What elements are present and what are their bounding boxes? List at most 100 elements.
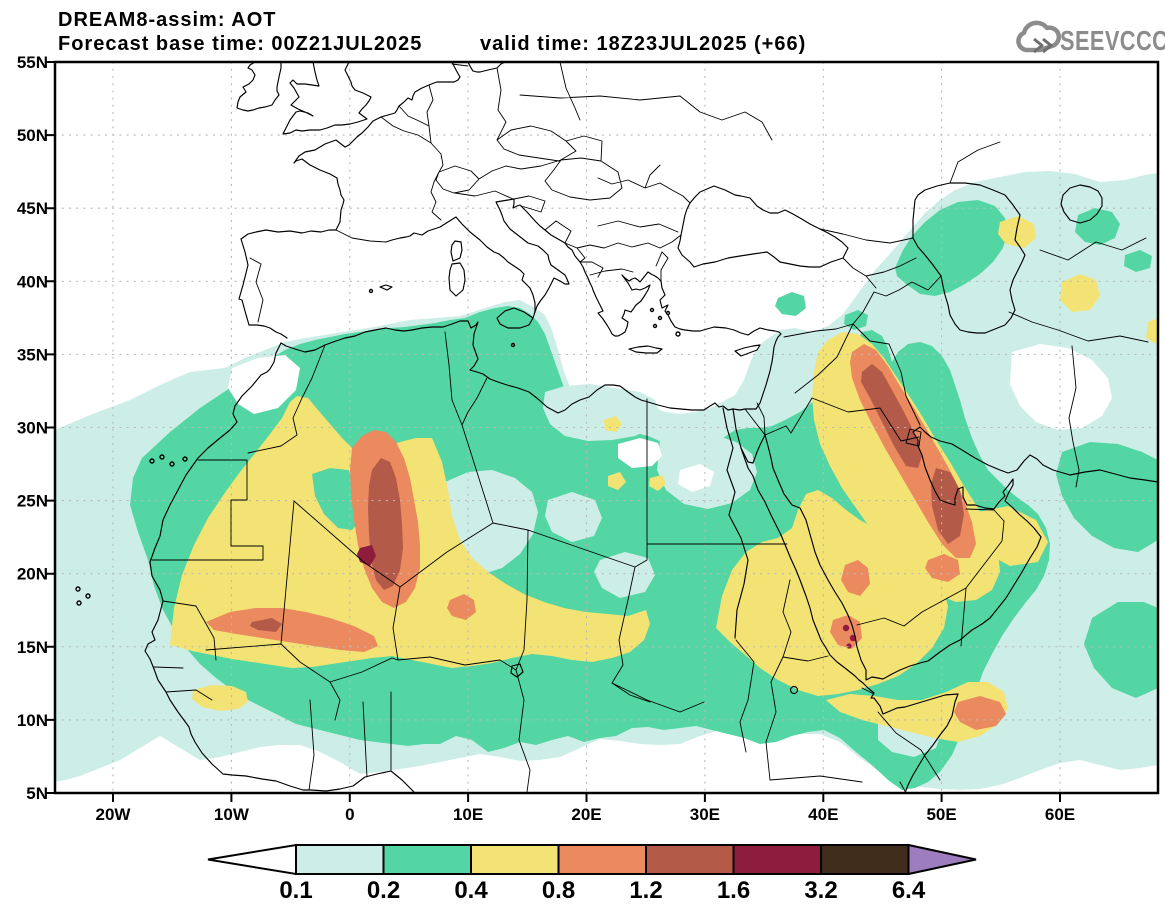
contour-blob (841, 560, 870, 596)
contour-blob (618, 438, 662, 468)
lon-label: 20E (571, 805, 601, 824)
island-dot (149, 458, 155, 464)
contour-blob (678, 464, 714, 492)
colorbar-label: 0.2 (367, 877, 400, 904)
island-dot (159, 454, 165, 460)
lat-label: 20N (17, 565, 48, 584)
contour-blob (1010, 344, 1112, 430)
borders-africa (151, 331, 941, 793)
lat-label: 50N (17, 126, 48, 145)
logo-text: SEEVCCC (1060, 25, 1165, 56)
coastline-med-europe (385, 198, 662, 337)
coastline-black-sea (677, 185, 849, 268)
island-corsica (450, 240, 463, 262)
contour-blob (895, 200, 1008, 296)
lon-label: 30E (690, 805, 720, 824)
lat-axis-labels: 55N 50N 45N 40N 35N 30N 25N 20N 15N 10N … (17, 53, 48, 803)
island-crete (628, 345, 663, 354)
coastlines (75, 62, 1158, 793)
island-sicily (496, 307, 534, 329)
contour-blob (1084, 602, 1158, 698)
colorbar-label: 6.4 (892, 877, 926, 904)
colorbar-label: 1.2 (629, 877, 662, 904)
contour-blob (1124, 250, 1152, 272)
lon-label: 0 (345, 805, 354, 824)
lon-label: 40E (808, 805, 838, 824)
contour-blob (608, 472, 626, 490)
coastline-britain (282, 62, 372, 135)
contour-blob (543, 384, 660, 441)
coastline-baltic (467, 62, 506, 73)
colorbar-above-arrow (907, 843, 977, 876)
island-dot (649, 307, 655, 313)
colorbar-label: 1.6 (717, 877, 750, 904)
forecast-base-time: Forecast base time: 00Z21JUL2025 (58, 33, 422, 55)
small-islands (75, 288, 681, 606)
contour-blob (545, 492, 602, 542)
page-title: DREAM8-assim: AOT (58, 9, 277, 31)
contour-blob (846, 643, 852, 649)
coastline-horn (862, 682, 959, 793)
colorbar-label: 3.2 (804, 877, 837, 904)
valid-time: valid time: 18Z23JUL2025 (+66) (480, 33, 806, 55)
island-dot (85, 593, 91, 599)
contour-blob (447, 594, 476, 620)
lon-axis-labels: 20W 10W 0 10E 20E 30E 40E 50E 60E (96, 805, 1076, 824)
island-dot (182, 456, 188, 462)
contour-blob (368, 458, 403, 590)
contour-blob (998, 216, 1036, 248)
contour-field (55, 62, 1158, 793)
island-dot (75, 586, 81, 592)
lon-label: 50E (926, 805, 956, 824)
colorbar-segment (557, 844, 647, 875)
coastline-sinai-arabia (732, 408, 1158, 681)
colorbar-label: 0.8 (542, 877, 575, 904)
contour-blob (594, 552, 655, 598)
colorbar-label: 0.4 (454, 877, 488, 904)
lon-label: 10W (214, 805, 250, 824)
seevccc-logo: SEEVCCC (1016, 20, 1165, 57)
borders-mideast (744, 141, 1149, 647)
contour-blob (1056, 442, 1158, 552)
island-dot (657, 315, 663, 321)
borders-europe (249, 62, 773, 323)
contour-blob (192, 685, 248, 711)
island-dot (675, 331, 681, 337)
island-dot (665, 310, 671, 316)
contour-blob (1075, 208, 1120, 245)
graticule (55, 62, 1158, 793)
lat-label: 15N (17, 638, 48, 657)
contour-blob (972, 506, 1048, 566)
lat-label: 40N (17, 272, 48, 291)
island-balearics (379, 284, 393, 291)
coastline-caspian (912, 182, 1026, 334)
island-dot (76, 600, 82, 606)
contour-blob (931, 468, 964, 544)
lat-label: 45N (17, 199, 48, 218)
contour-blob (1060, 274, 1100, 312)
island-dot (510, 342, 516, 348)
lat-label: 25N (17, 492, 48, 511)
lat-label: 30N (17, 419, 48, 438)
contour-blob (250, 618, 282, 632)
lat-label: 5N (26, 784, 48, 803)
colorbar-segment (470, 844, 560, 875)
lon-label: 10E (453, 805, 483, 824)
contour-blob (228, 355, 300, 414)
lat-label: 55N (17, 53, 48, 72)
contour-blob (775, 292, 806, 316)
lake-tana (789, 685, 799, 695)
lon-label: 20W (96, 805, 132, 824)
cloud-arrow-icon (1033, 37, 1053, 54)
colorbar-segment (645, 844, 735, 875)
axis-ticks (46, 61, 1061, 802)
lat-label: 10N (17, 711, 48, 730)
coastline-africa (144, 280, 782, 793)
aot-below-0p1-patches (228, 262, 1112, 492)
coastline-ireland (236, 62, 282, 112)
colorbar-segment (382, 844, 472, 875)
lat-label: 35N (17, 345, 48, 364)
contour-blob (954, 696, 1006, 730)
colorbar-labels: 0.1 0.2 0.4 0.8 1.2 1.6 3.2 6.4 (279, 877, 926, 904)
